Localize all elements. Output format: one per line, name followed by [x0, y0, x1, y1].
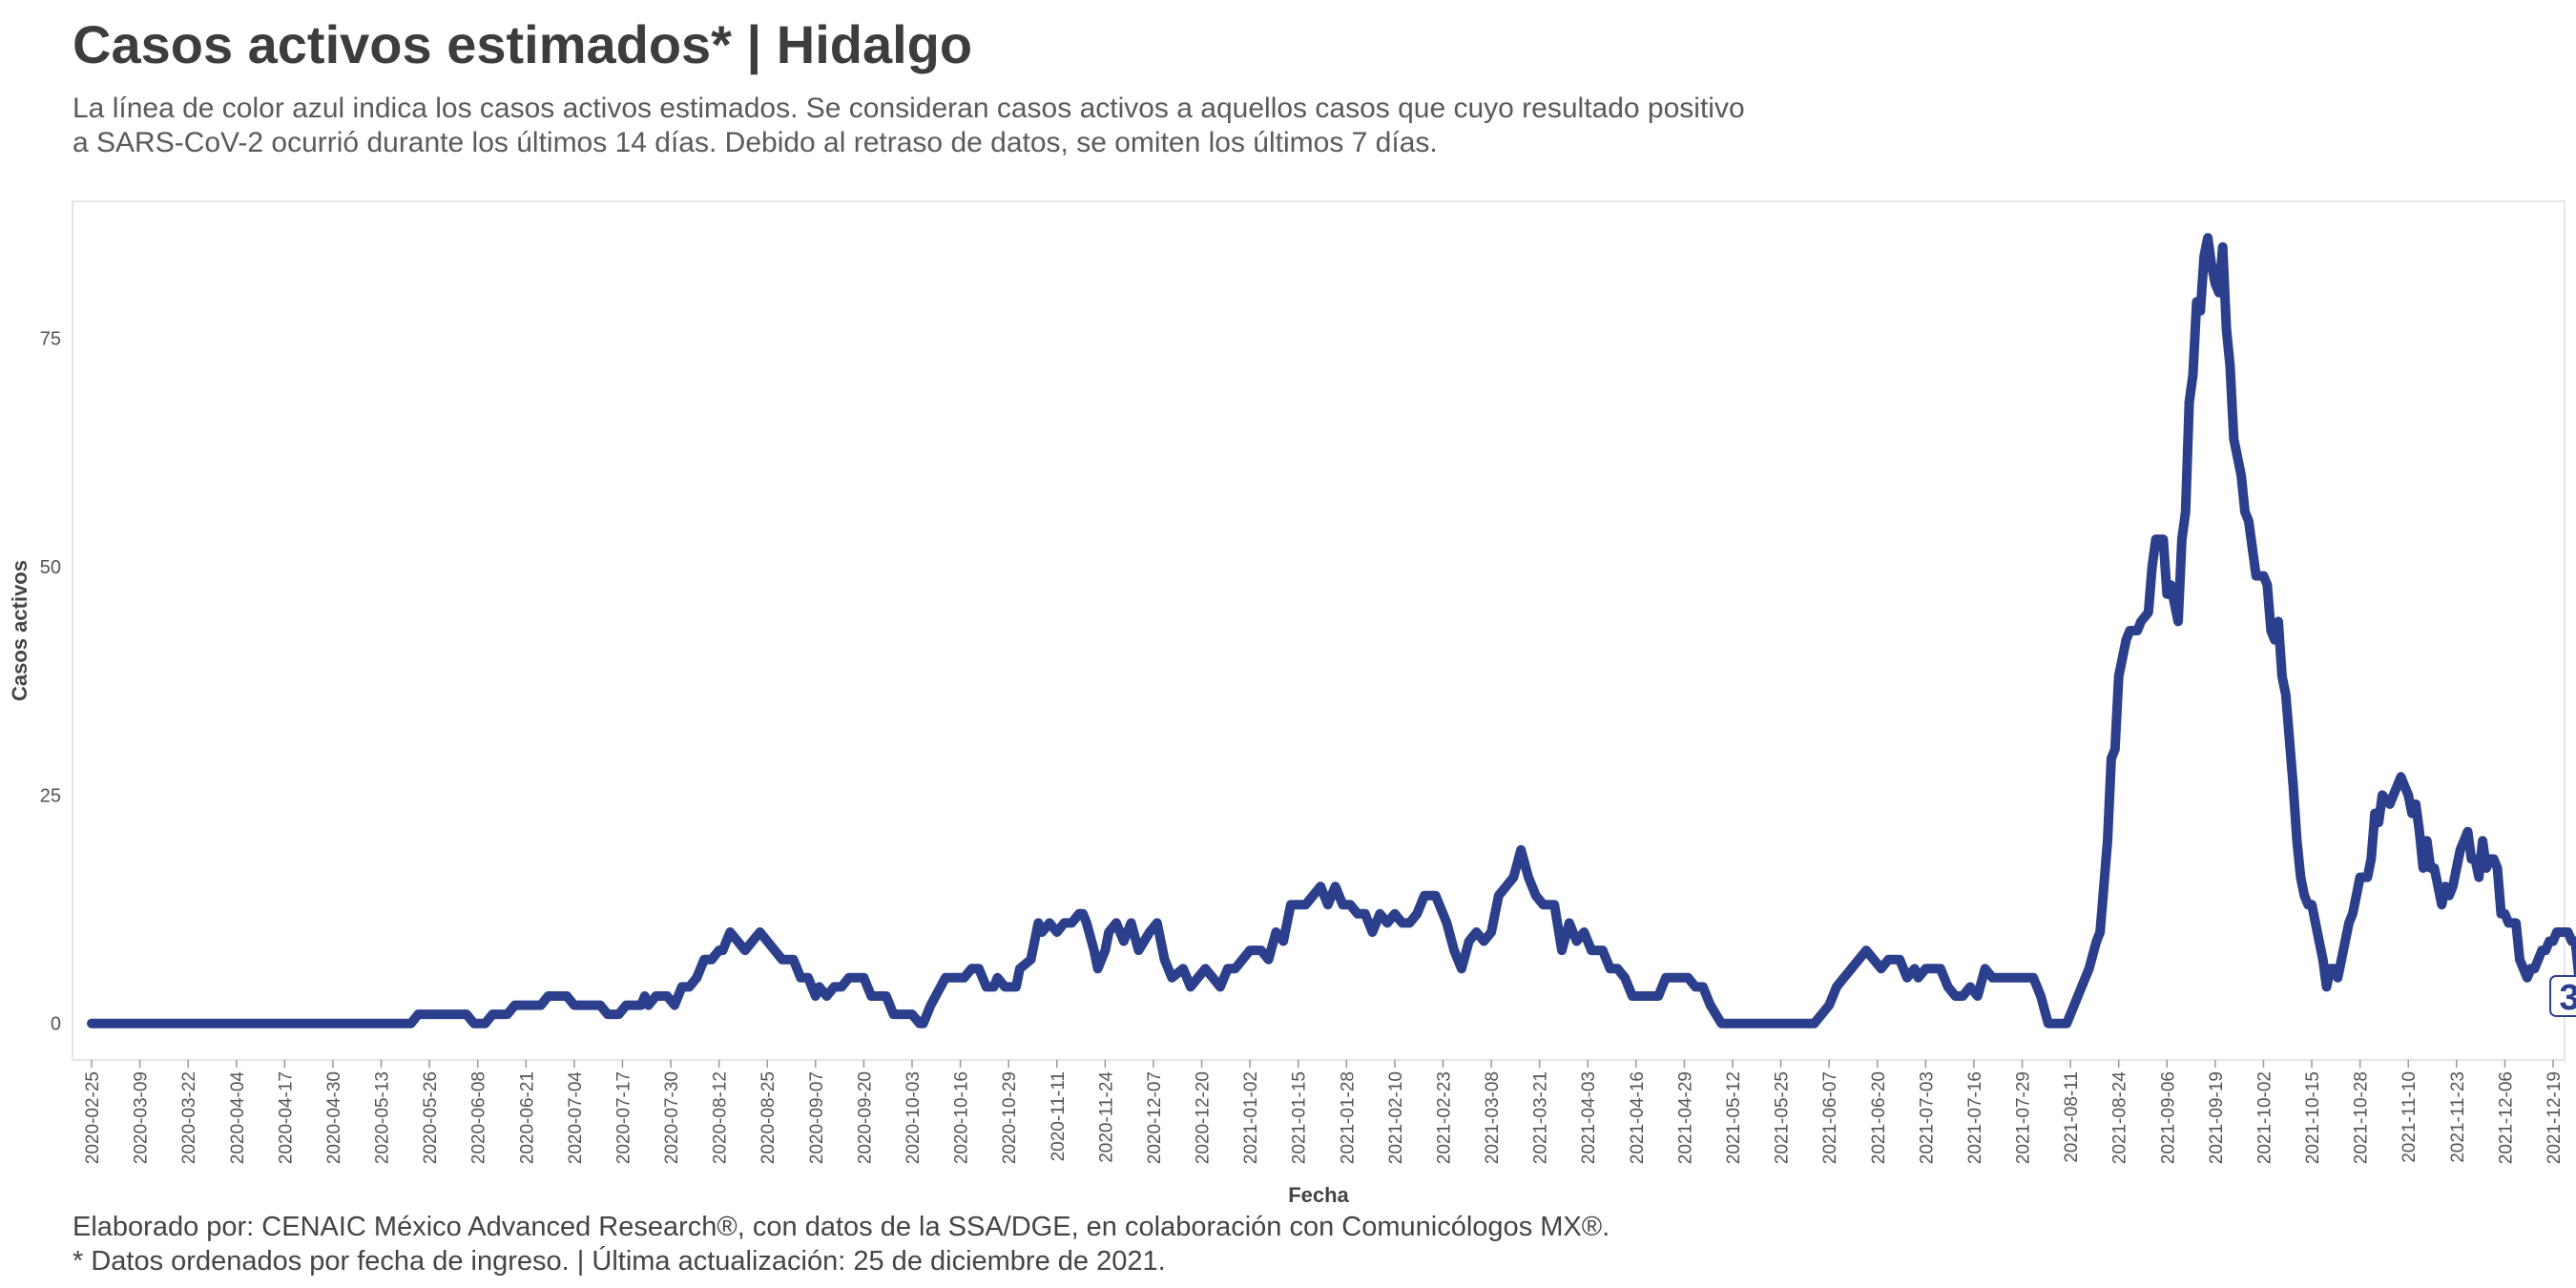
x-tick-label: 2021-01-02 [1241, 1071, 1261, 1164]
end-label-box [2549, 974, 2576, 1017]
x-tick-label: 2021-09-19 [2207, 1071, 2227, 1164]
y-tick-label: 25 [40, 785, 61, 806]
y-tick-label: 50 [40, 557, 61, 578]
x-tick-label: 2021-03-21 [1531, 1071, 1551, 1164]
x-tick-label: 2021-07-03 [1917, 1071, 1937, 1164]
x-tick-label: 2020-06-21 [517, 1071, 537, 1164]
x-tick-label: 2020-04-04 [228, 1071, 248, 1165]
chart-caption: Elaborado por: CENAIC México Advanced Re… [73, 1210, 1610, 1278]
caption-line-1: Elaborado por: CENAIC México Advanced Re… [73, 1212, 1610, 1242]
x-tick-label: 2021-12-19 [2545, 1071, 2565, 1164]
y-tick-label: 0 [51, 1014, 61, 1035]
x-tick-label: 2021-10-02 [2254, 1071, 2275, 1164]
x-tick-label: 2020-08-12 [711, 1071, 731, 1164]
y-tick-label: 75 [40, 329, 61, 350]
x-tick-label: 2021-01-28 [1338, 1071, 1358, 1164]
x-axis-title: Fecha [1288, 1183, 1349, 1207]
x-tick-label: 2021-02-23 [1434, 1071, 1454, 1164]
x-tick-label: 2020-10-16 [952, 1071, 972, 1164]
x-tick-label: 2020-02-25 [83, 1071, 103, 1164]
x-tick-label: 2021-07-16 [1965, 1071, 1985, 1164]
x-tick-label: 2021-01-15 [1290, 1071, 1310, 1164]
x-tick-label: 2021-02-10 [1386, 1071, 1406, 1164]
x-tick-label: 2020-06-08 [469, 1071, 489, 1164]
x-tick-label: 2021-09-06 [2158, 1071, 2178, 1164]
x-axis-ticks: 2020-02-25 2020-03-09 2020-03-22 2020-04-04… [83, 1060, 2565, 1164]
chart-title: Casos activos estimados* | Hidalgo [73, 14, 973, 74]
x-tick-label: 2020-05-13 [373, 1071, 393, 1164]
x-tick-label: 2021-08-24 [2110, 1071, 2130, 1165]
end-label: 3 [2559, 978, 2576, 1018]
x-tick-label: 2021-11-23 [2448, 1071, 2468, 1163]
x-tick-label: 2021-07-29 [2014, 1071, 2034, 1164]
x-tick-label: 2021-05-12 [1724, 1071, 1744, 1164]
x-tick-label: 2020-11-11 [1049, 1071, 1069, 1161]
x-tick-label: 2021-10-28 [2352, 1071, 2372, 1164]
x-tick-label: 2020-11-24 [1096, 1071, 1116, 1163]
y-axis-title: Casos activos [8, 560, 31, 701]
x-tick-label: 2021-06-07 [1820, 1071, 1840, 1164]
plot-panel [72, 200, 2566, 1061]
x-tick-label: 2020-04-17 [276, 1071, 296, 1164]
x-tick-label: 2021-12-06 [2496, 1071, 2516, 1164]
x-tick-label: 2021-04-03 [1579, 1071, 1599, 1164]
x-tick-label: 2021-11-10 [2399, 1071, 2420, 1163]
x-tick-label: 2020-07-04 [566, 1071, 586, 1165]
x-tick-label: 2020-07-17 [613, 1071, 634, 1164]
x-tick-label: 2020-08-25 [758, 1071, 779, 1164]
x-tick-label: 2020-09-20 [855, 1071, 875, 1164]
x-tick-label: 2020-12-20 [1194, 1071, 1214, 1164]
x-tick-label: 2020-04-30 [324, 1071, 344, 1164]
y-axis-ticks: 0 25 50 75 [40, 329, 61, 1035]
x-tick-label: 2021-06-20 [1869, 1071, 1889, 1164]
caption-line-2: * Datos ordenados por fecha de ingreso. … [73, 1246, 1166, 1277]
x-tick-label: 2020-03-22 [179, 1071, 199, 1164]
x-tick-label: 2021-04-29 [1675, 1071, 1695, 1164]
x-tick-label: 2021-03-08 [1483, 1071, 1503, 1164]
x-tick-label: 2021-10-15 [2303, 1071, 2323, 1164]
x-tick-label: 2020-10-03 [904, 1071, 924, 1164]
x-tick-label: 2020-10-29 [1000, 1071, 1020, 1164]
series-line-casos-activos [87, 233, 2576, 1028]
x-tick-label: 2021-05-25 [1773, 1071, 1793, 1164]
subtitle-line-2: a SARS-CoV-2 ocurrió durante los últimos… [73, 127, 1438, 158]
x-tick-label: 2021-08-11 [2062, 1071, 2082, 1163]
x-tick-label: 2020-03-09 [132, 1071, 152, 1164]
x-tick-label: 2020-07-30 [662, 1071, 682, 1164]
chart-subtitle: La línea de color azul indica los casos … [73, 92, 1885, 160]
subtitle-line-1: La línea de color azul indica los casos … [73, 93, 1745, 124]
x-tick-label: 2020-09-07 [807, 1071, 827, 1164]
x-tick-label: 2021-04-16 [1628, 1071, 1648, 1164]
x-tick-label: 2020-05-26 [421, 1071, 441, 1164]
x-tick-label: 2020-12-07 [1145, 1071, 1165, 1164]
